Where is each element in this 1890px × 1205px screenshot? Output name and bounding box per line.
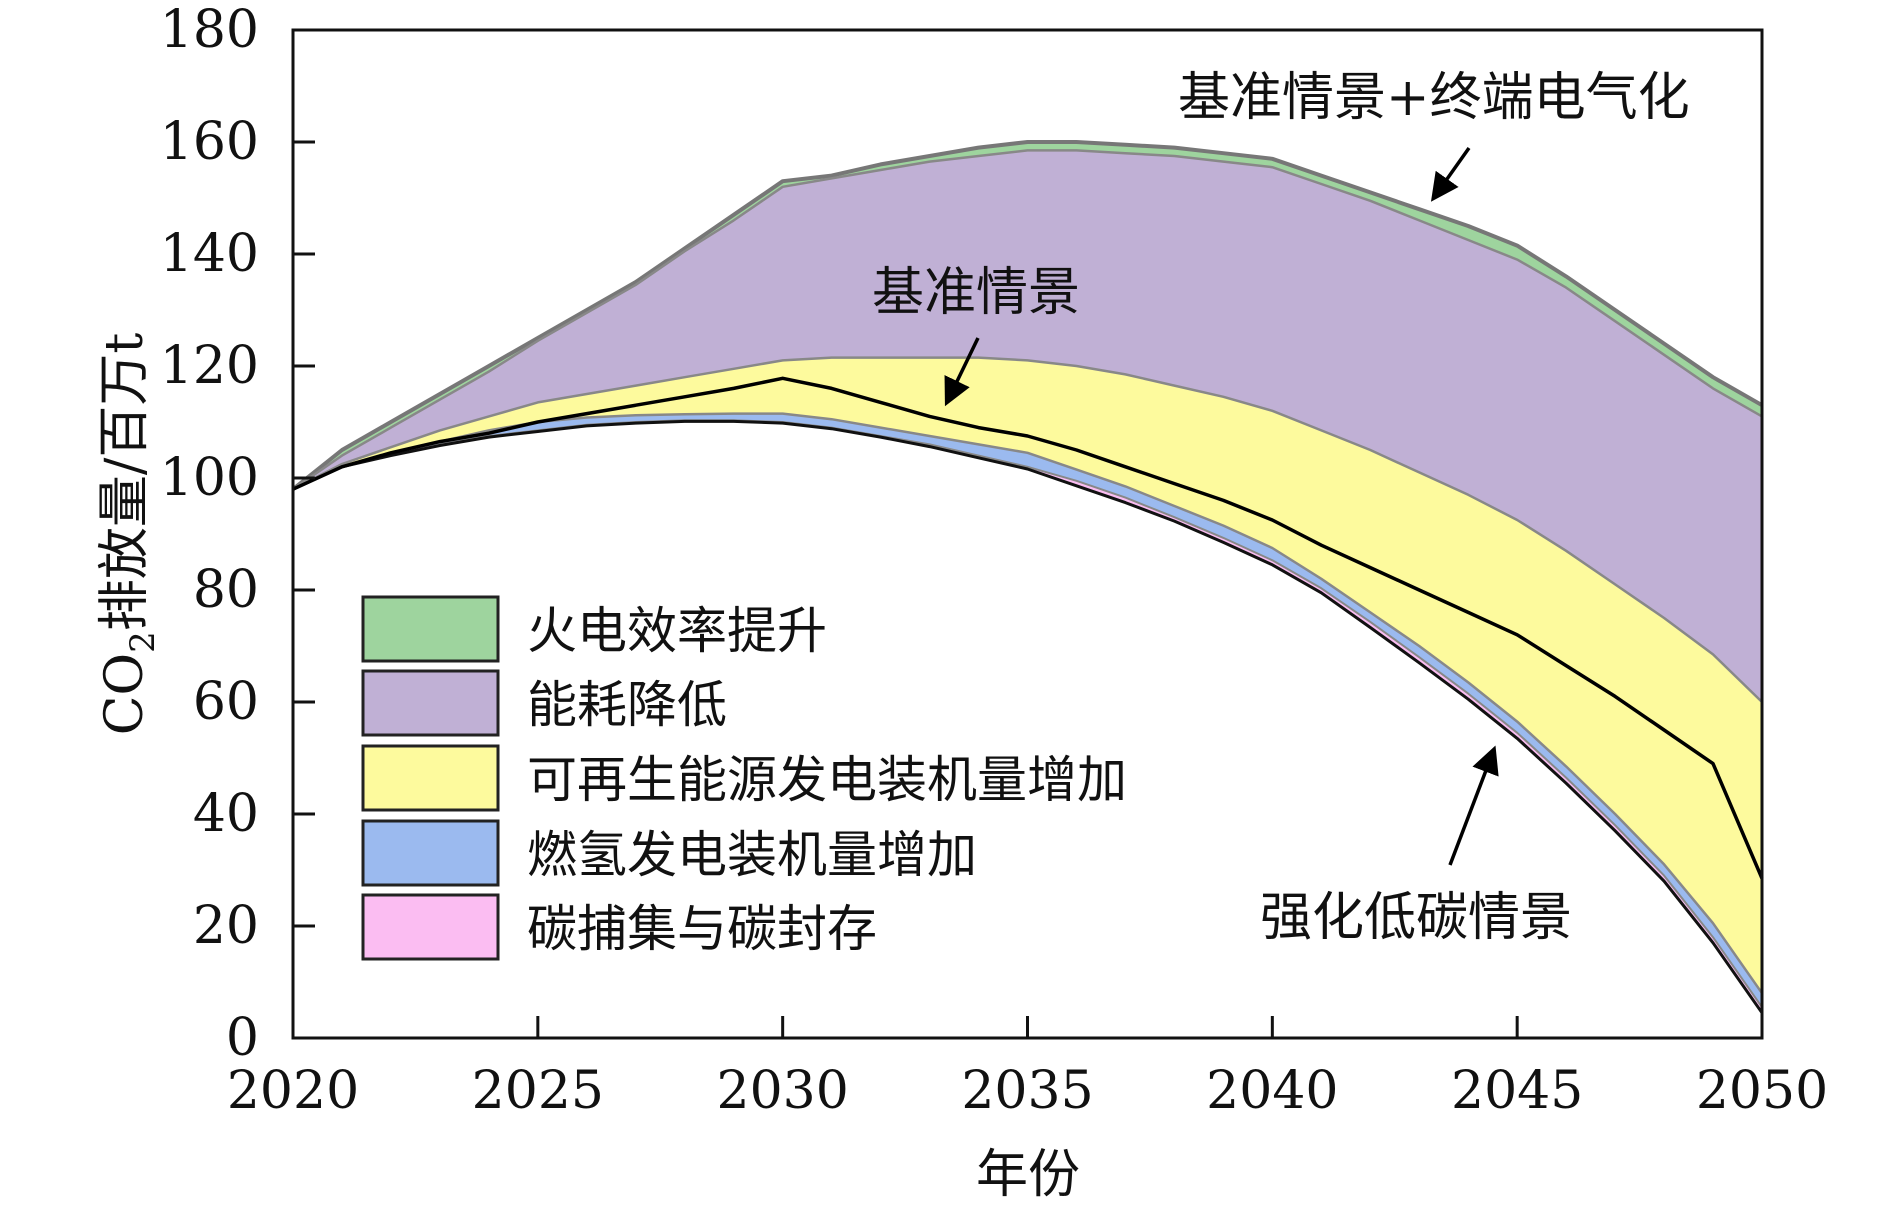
y-tick-label: 180 <box>160 0 259 60</box>
legend-label-efficiency: 火电效率提升 <box>527 602 827 660</box>
y-tick-label: 140 <box>160 224 259 284</box>
y-tick-label: 20 <box>193 896 259 956</box>
y-tick-label: 80 <box>193 560 259 620</box>
legend-label-renewables: 可再生能源发电装机量增加 <box>527 751 1127 809</box>
y-axis-title: CO2排放量/百万t <box>95 333 163 736</box>
y-tick-label: 60 <box>193 672 259 732</box>
y-axis: 0 20 40 60 80 100 120 140 160 180 <box>160 0 315 1068</box>
arrow-baseline-electrification <box>1430 146 1471 202</box>
x-tick-label: 2025 <box>472 1061 604 1121</box>
line-baseline-electrification <box>291 140 1763 491</box>
line-after-energy-reduction <box>292 356 1763 703</box>
y-axis-title-rest: 排放量/百万t <box>95 333 155 632</box>
legend-swatch-energy-reduction <box>361 669 500 737</box>
y-axis-title-subscript: 2 <box>123 631 163 653</box>
legend-swatch-renewables <box>361 744 500 812</box>
annotation-baseline-electrification: 基准情景+终端电气化 <box>1178 68 1690 128</box>
y-axis-title-co: CO <box>95 653 155 735</box>
x-tick-label: 2040 <box>1206 1061 1338 1121</box>
legend-label-hydrogen: 燃氢发电装机量增加 <box>527 826 977 884</box>
y-tick-label: 160 <box>160 112 259 172</box>
legend: 火电效率提升 能耗降低 可再生能源发电装机量增加 燃氢发电装机量增加 碳捕集与碳… <box>361 595 1127 961</box>
annotation-enhanced-low-carbon: 强化低碳情景 <box>1260 888 1572 948</box>
annotation-baseline: 基准情景 <box>872 263 1080 323</box>
y-tick-label: 40 <box>193 784 259 844</box>
x-tick-label: 2045 <box>1451 1061 1583 1121</box>
area-renewables <box>293 357 1762 994</box>
legend-label-energy-reduction: 能耗降低 <box>527 676 727 734</box>
line-enhanced-low-carbon <box>292 419 1764 1014</box>
line-baseline <box>292 376 1764 880</box>
y-tick-label: 0 <box>226 1008 259 1068</box>
x-tick-label: 2050 <box>1696 1061 1828 1121</box>
area-energy-reduction <box>293 150 1762 702</box>
y-tick-label: 100 <box>160 448 259 508</box>
legend-swatch-ccs <box>361 893 500 961</box>
legend-swatch-efficiency <box>361 595 500 663</box>
legend-label-ccs: 碳捕集与碳封存 <box>527 900 877 958</box>
arrow-enhanced-low-carbon <box>1448 745 1499 866</box>
legend-swatch-hydrogen <box>361 819 500 887</box>
x-tick-label: 2030 <box>716 1061 848 1121</box>
x-axis: 2020 2025 2030 2035 2040 2045 2050 <box>227 1016 1828 1121</box>
x-tick-label: 2020 <box>227 1061 359 1121</box>
line-after-efficiency <box>292 149 1763 491</box>
y-tick-label: 120 <box>160 336 259 396</box>
arrow-baseline <box>944 337 980 407</box>
stacked-areas <box>293 142 1762 1013</box>
x-axis-title: 年份 <box>976 1145 1080 1205</box>
x-tick-label: 2035 <box>961 1061 1093 1121</box>
boundary-lines <box>291 140 1764 1014</box>
